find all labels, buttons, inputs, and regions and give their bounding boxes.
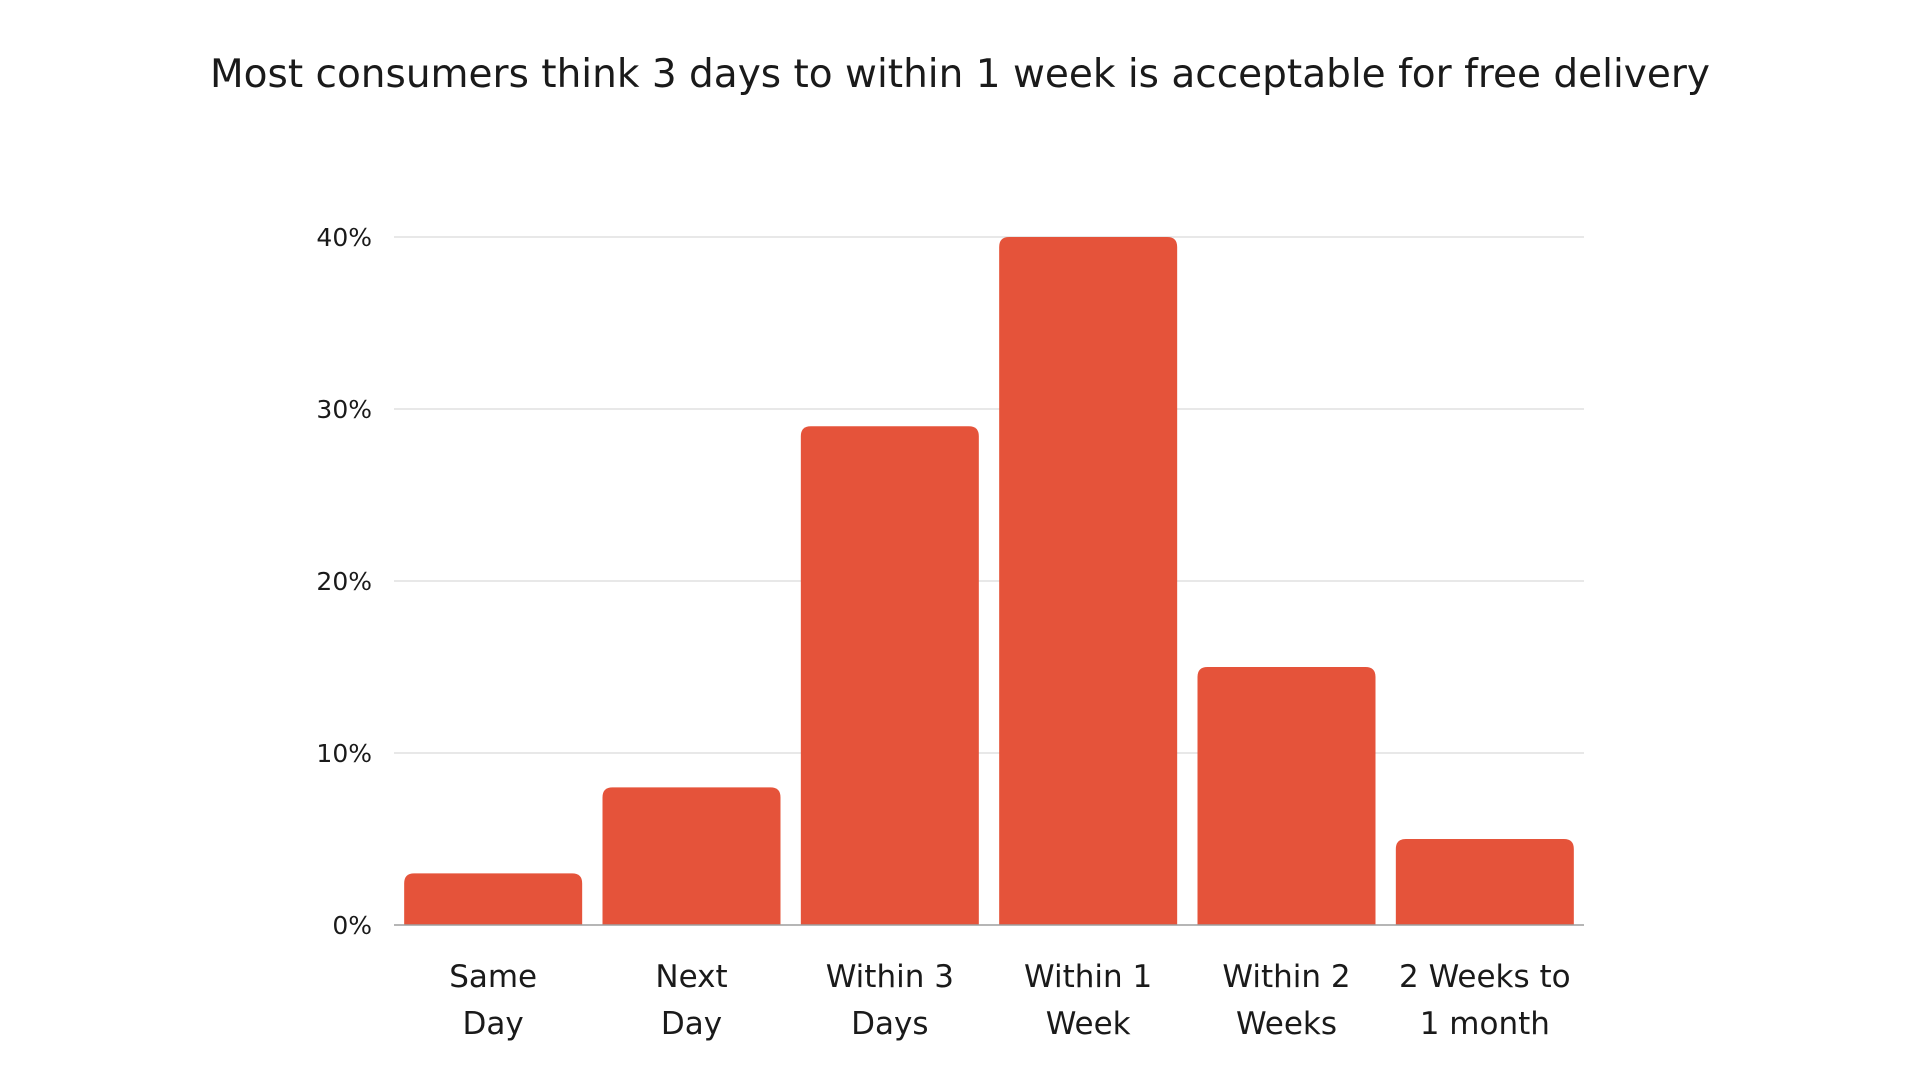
x-tick-label: Next [655, 959, 727, 995]
bar [800, 426, 979, 925]
y-tick-label: 40% [316, 223, 372, 252]
y-tick-label: 10% [316, 739, 372, 768]
x-tick-label: Days [851, 1006, 928, 1042]
bar [602, 787, 781, 925]
x-tick-label: Within 1 [1024, 959, 1152, 995]
x-tick-label: Within 2 [1222, 959, 1350, 995]
x-tick-label: 2 Weeks to [1399, 959, 1571, 995]
x-tick-label: Day [661, 1006, 722, 1042]
bar [404, 873, 583, 925]
x-tick-label: 1 month [1420, 1006, 1550, 1042]
bar [999, 237, 1178, 925]
bar [1395, 839, 1574, 925]
y-tick-label: 20% [316, 567, 372, 596]
x-tick-label: Day [463, 1006, 524, 1042]
chart-title: Most consumers think 3 days to within 1 … [209, 52, 1710, 97]
bar [1197, 667, 1376, 925]
x-tick-label: Within 3 [826, 959, 954, 995]
y-tick-label: 30% [316, 395, 372, 424]
x-tick-label: Weeks [1236, 1006, 1337, 1042]
x-tick-label: Week [1046, 1006, 1131, 1042]
y-tick-label: 0% [332, 911, 372, 940]
x-tick-label: Same [449, 959, 537, 995]
